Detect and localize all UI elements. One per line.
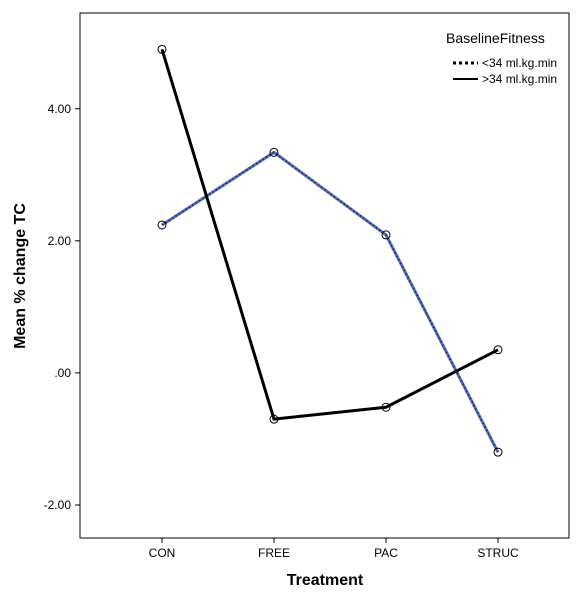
data-point (381, 402, 391, 412)
x-tick-label: STRUC (477, 546, 519, 560)
y-tick-label: .00 (54, 366, 71, 380)
x-axis-title: Treatment (287, 572, 364, 589)
data-point (157, 220, 167, 230)
data-point (157, 44, 167, 54)
data-point (493, 447, 503, 457)
x-tick-label: FREE (258, 546, 290, 560)
legend-label-series-1: <34 ml.kg.min (482, 56, 557, 70)
series-2 (157, 44, 503, 424)
x-tick-label: PAC (374, 546, 398, 560)
x-axis: CON FREE PAC STRUC (149, 538, 519, 560)
data-point (493, 345, 503, 355)
y-tick-label: 2.00 (48, 234, 72, 248)
data-point (381, 230, 391, 240)
series-line-base (161, 150, 500, 453)
legend-title: BaselineFitness (446, 30, 545, 46)
y-axis: 4.00 2.00 .00 -2.00 (44, 102, 80, 512)
series-layer (157, 44, 503, 457)
y-tick-label: 4.00 (48, 102, 72, 116)
data-point (269, 414, 279, 424)
legend: BaselineFitness <34 ml.kg.min >34 ml.kg.… (446, 30, 557, 86)
plot-frame (79, 12, 570, 539)
y-axis-title: Mean % change TC (12, 203, 29, 349)
series-1 (157, 147, 503, 457)
series-line (160, 48, 499, 421)
x-tick-label: CON (149, 546, 176, 560)
data-point (269, 147, 279, 157)
legend-label-series-2: >34 ml.kg.min (482, 72, 557, 86)
y-tick-label: -2.00 (44, 498, 72, 512)
